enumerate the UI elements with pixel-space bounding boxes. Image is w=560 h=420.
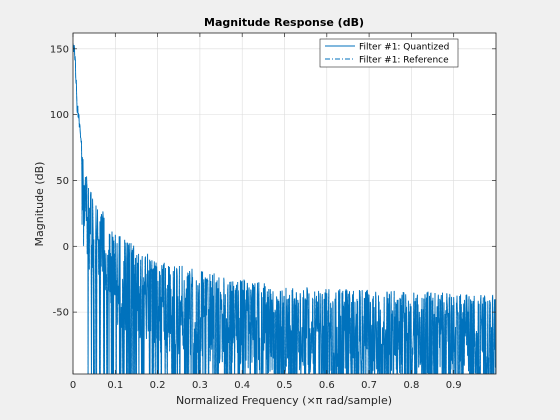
x-tick-label: 0.1 — [107, 380, 123, 391]
y-tick-label: 50 — [56, 176, 69, 187]
legend-label-reference: Filter #1: Reference — [359, 56, 449, 66]
legend: Filter #1: Quantized Filter #1: Referenc… — [319, 38, 459, 68]
x-tick-label: 0.9 — [446, 380, 462, 391]
series-line-reference — [73, 43, 496, 374]
series-layer — [73, 42, 496, 374]
x-tick-label: 0.7 — [361, 380, 377, 391]
y-tick-label: 150 — [50, 44, 69, 55]
x-tick-label: 0.6 — [319, 380, 335, 391]
legend-box — [319, 38, 459, 68]
ticks: 0 0.1 0.2 0.3 0.4 0.5 0.6 0.7 0.8 0.9 150 100 50 0 -50 — [50, 33, 496, 391]
x-axis-label: Normalized Frequency (×π rad/sample) — [176, 394, 392, 407]
y-axis-label: Magnitude (dB) — [33, 162, 46, 247]
x-tick-label: 0.4 — [234, 380, 250, 391]
x-tick-label: 0.3 — [192, 380, 208, 391]
x-tick-label: 0 — [70, 380, 76, 391]
y-tick-label: 100 — [50, 110, 69, 121]
x-tick-label: 0.8 — [403, 380, 419, 391]
y-tick-label: 0 — [63, 242, 69, 253]
legend-label-quantized: Filter #1: Quantized — [359, 43, 449, 53]
x-tick-label: 0.2 — [150, 380, 166, 391]
chart-title: Magnitude Response (dB) — [204, 16, 364, 29]
y-tick-label: -50 — [53, 308, 69, 319]
x-tick-label: 0.5 — [277, 380, 293, 391]
